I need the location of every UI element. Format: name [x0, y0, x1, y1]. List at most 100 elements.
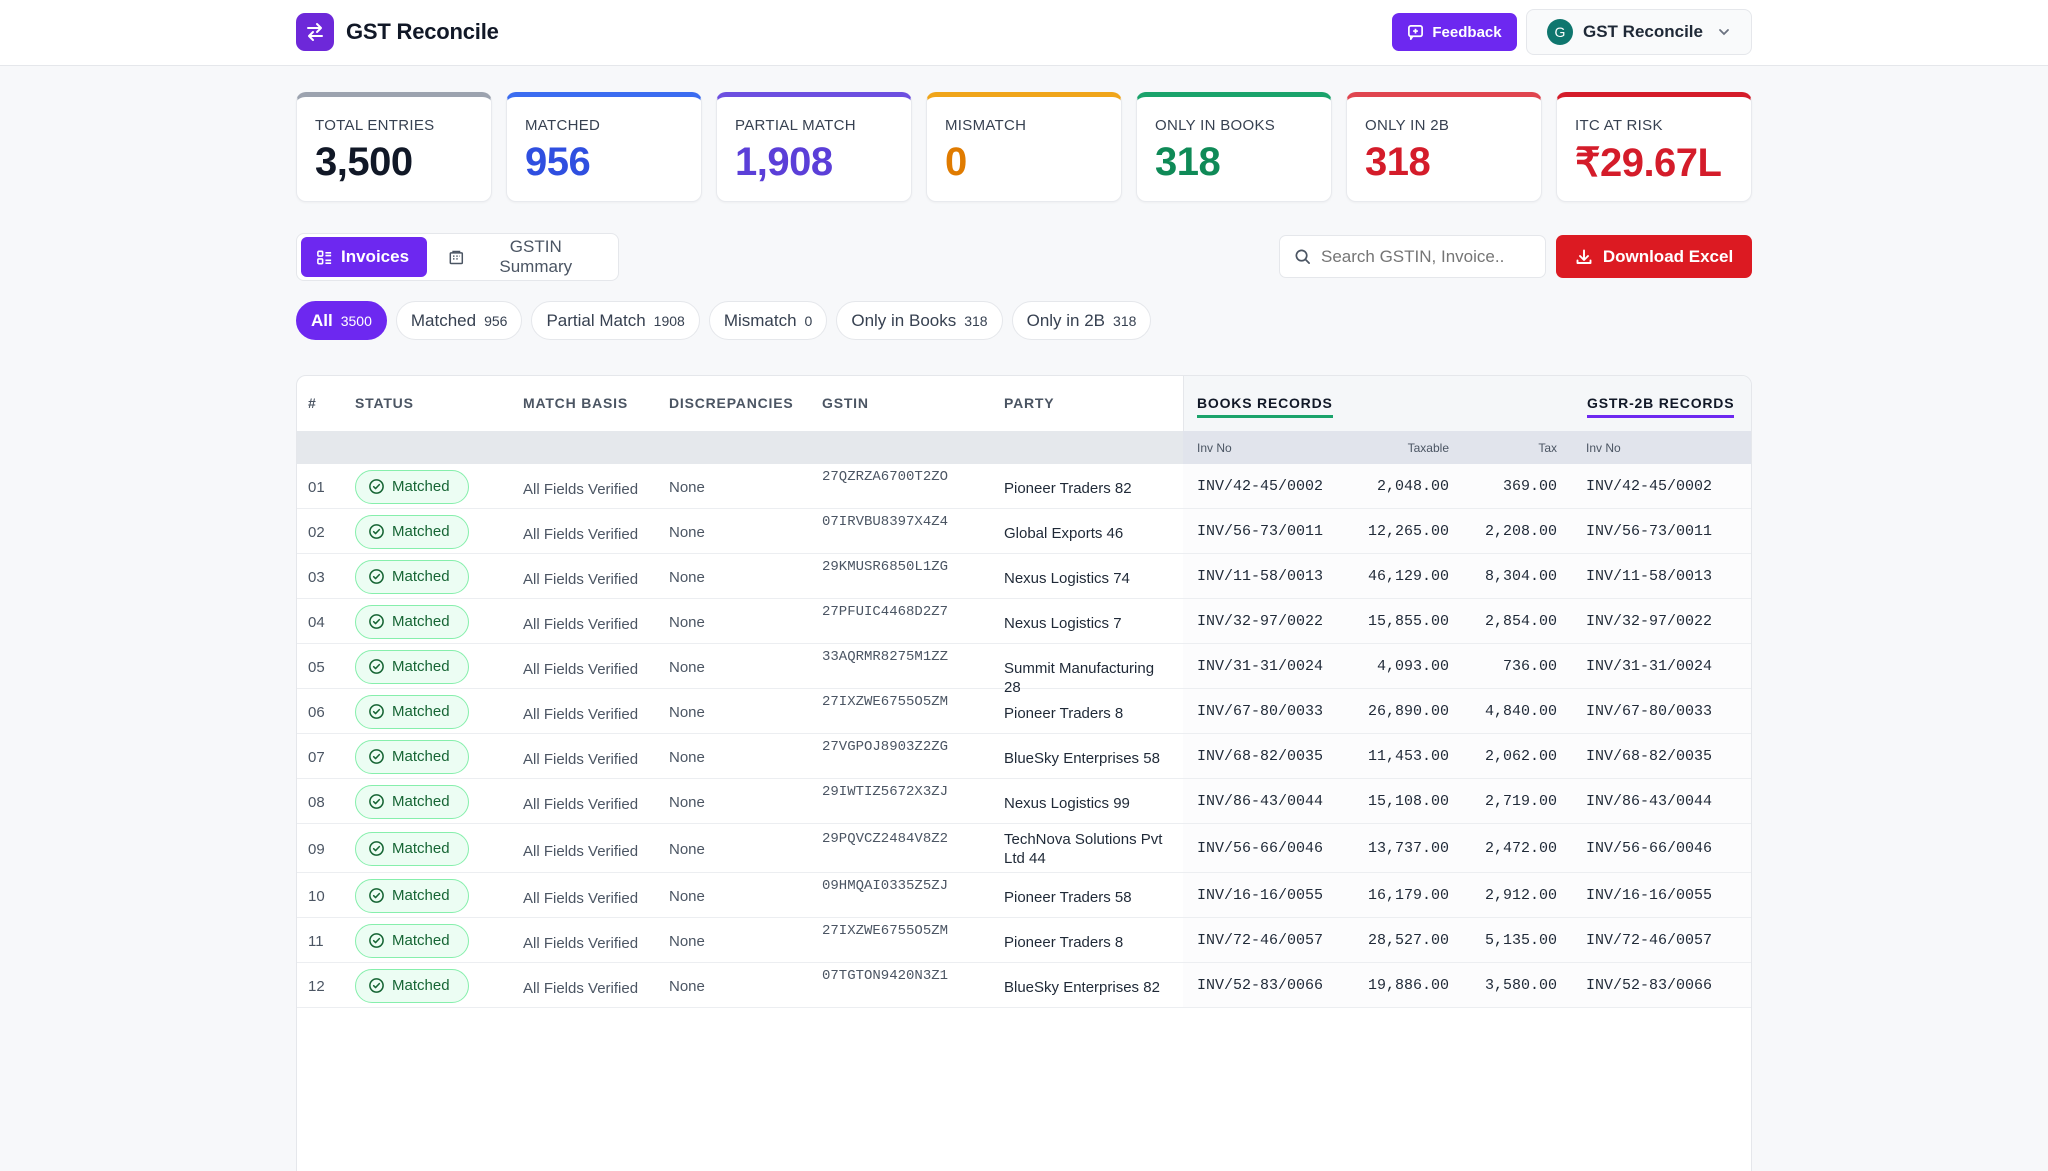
tab-invoices[interactable]: Invoices: [301, 237, 427, 277]
books-cell-bg: [1183, 824, 1751, 872]
download-excel-button[interactable]: Download Excel: [1556, 235, 1752, 278]
header-party[interactable]: PARTY: [1004, 395, 1055, 411]
tab-gstin-summary-label: GSTIN Summary: [499, 237, 573, 276]
stat-value: 318: [1365, 140, 1431, 184]
status-label: Matched: [392, 932, 450, 949]
match-basis: All Fields Verified: [523, 842, 639, 860]
stat-label: ONLY IN 2B: [1365, 117, 1450, 134]
search-box[interactable]: [1279, 235, 1546, 278]
party-name: Global Exports 46: [1004, 524, 1124, 542]
party-name: Pioneer Traders 8: [1004, 704, 1124, 722]
filter-chip[interactable]: Only in Books 318: [836, 301, 1003, 340]
table-row[interactable]: 04 Matched All Fields Verified None 27PFUIC4…: [297, 599, 1751, 644]
books-invoice-number: INV/56-66/0046: [1197, 839, 1324, 857]
table-row[interactable]: 03 Matched All Fields Verified None 29KMUSR6…: [297, 554, 1751, 599]
table-row[interactable]: 09 Matched All Fields Verified None 29PQVCZ2…: [297, 824, 1751, 873]
filter-chip-label: Only in 2B: [1026, 310, 1106, 330]
party-name: Nexus Logistics 74: [1004, 569, 1130, 587]
table-row[interactable]: 02 Matched All Fields Verified None 07IRVBU8…: [297, 509, 1751, 554]
books-tax: 4,840.00: [1484, 702, 1557, 720]
books-tax: 736.00: [1502, 657, 1557, 675]
avatar: G: [1547, 19, 1573, 45]
row-number: 04: [308, 613, 325, 631]
gstin: 29PQVCZ2484V8Z2: [822, 830, 949, 847]
stat-label: TOTAL ENTRIES: [315, 117, 435, 134]
stat-card: ITC AT RISK ₹29.67L: [1556, 92, 1752, 202]
gstr2b-invoice-number: INV/52-83/0066: [1586, 976, 1713, 994]
table-row[interactable]: 06 Matched All Fields Verified None 27IXZWE6…: [297, 689, 1751, 734]
books-cell-bg: [1183, 873, 1751, 917]
stat-card: MISMATCH 0: [926, 92, 1122, 202]
match-basis: All Fields Verified: [523, 750, 639, 768]
row-number: 09: [308, 840, 325, 858]
account-menu[interactable]: G GST Reconcile: [1526, 9, 1752, 55]
building-icon: [449, 250, 463, 264]
filter-chip[interactable]: Matched 956: [395, 301, 523, 340]
table-row[interactable]: 10 Matched All Fields Verified None 09HMQAI0…: [297, 873, 1751, 918]
discrepancies: None: [669, 748, 705, 766]
row-number: 02: [308, 523, 325, 541]
table-row[interactable]: 08 Matched All Fields Verified None 29IWTIZ5…: [297, 779, 1751, 824]
books-invoice-number: INV/52-83/0066: [1197, 976, 1324, 994]
header-match-basis[interactable]: MATCH BASIS: [523, 395, 628, 411]
status-badge: Matched: [355, 878, 469, 913]
match-basis: All Fields Verified: [523, 795, 639, 813]
header-gstr2b-records: GSTR-2B RECORDS: [1587, 395, 1735, 418]
gstin: 09HMQAI0335Z5ZJ: [822, 877, 949, 894]
filter-chip-count: 318: [964, 312, 988, 329]
stat-label: MISMATCH: [945, 117, 1027, 134]
feedback-label: Feedback: [1432, 23, 1502, 41]
tab-gstin-summary[interactable]: GSTIN Summary: [433, 237, 614, 277]
check-circle-icon: [369, 841, 384, 856]
list-icon: [317, 250, 332, 264]
header-status[interactable]: STATUS: [355, 395, 414, 411]
status-label: Matched: [392, 523, 450, 540]
party-name: Pioneer Traders 82: [1004, 479, 1132, 497]
books-cell-bg: [1183, 599, 1751, 643]
stat-label: MATCHED: [525, 117, 601, 134]
match-basis: All Fields Verified: [523, 660, 639, 678]
check-circle-icon: [369, 524, 384, 539]
feedback-button[interactable]: Feedback: [1392, 13, 1517, 51]
books-tax: 5,135.00: [1484, 931, 1557, 949]
status-label: Matched: [392, 977, 450, 994]
tab-invoices-label: Invoices: [341, 247, 410, 266]
books-tax: 2,719.00: [1484, 792, 1557, 810]
table-row[interactable]: 01 Matched All Fields Verified None 27QZRZA6…: [297, 464, 1751, 509]
table-row[interactable]: 11 Matched All Fields Verified None 27IXZWE6…: [297, 918, 1751, 963]
top-bar: GST Reconcile Feedback G GST Reconcile: [0, 0, 2048, 66]
discrepancies: None: [669, 793, 705, 811]
brand[interactable]: GST Reconcile: [296, 13, 499, 51]
books-taxable: 12,265.00: [1367, 522, 1449, 540]
row-number: 01: [308, 478, 325, 496]
gstr2b-invoice-number: INV/68-82/0035: [1586, 747, 1713, 765]
books-taxable: 26,890.00: [1367, 702, 1449, 720]
table-header: # STATUS MATCH BASIS DISCREPANCIES GSTIN…: [297, 376, 1751, 431]
books-tax: 2,208.00: [1484, 522, 1557, 540]
header-discrepancies[interactable]: DISCREPANCIES: [669, 395, 794, 411]
gstin: 07TGTON9420N3Z1: [822, 967, 949, 984]
filter-chip[interactable]: Partial Match 1908: [531, 301, 700, 340]
status-badge: Matched: [355, 694, 469, 729]
table-row[interactable]: 07 Matched All Fields Verified None 27VGPOJ8…: [297, 734, 1751, 779]
check-circle-icon: [369, 479, 384, 494]
filter-chip-label: Matched: [410, 310, 477, 330]
search-input[interactable]: [1321, 246, 1521, 267]
header-gstin[interactable]: GSTIN: [822, 395, 869, 411]
status-label: Matched: [392, 658, 450, 675]
filter-chip[interactable]: All 3500: [296, 301, 387, 340]
filter-chip[interactable]: Only in 2B 318: [1011, 301, 1152, 340]
status-label: Matched: [392, 703, 450, 720]
stat-label: PARTIAL MATCH: [735, 117, 856, 134]
books-cell-bg: [1183, 464, 1751, 508]
check-circle-icon: [369, 614, 384, 629]
table-row[interactable]: 05 Matched All Fields Verified None 33AQRMR8…: [297, 644, 1751, 696]
table-row[interactable]: 12 Matched All Fields Verified None 07TGTON9…: [297, 963, 1751, 1008]
subheader-books-inv: Inv No: [1197, 441, 1232, 455]
party-name: Pioneer Traders 58: [1004, 888, 1132, 906]
check-circle-icon: [369, 794, 384, 809]
filter-chip[interactable]: Mismatch 0: [708, 301, 828, 340]
status-label: Matched: [392, 568, 450, 585]
gstin: 29IWTIZ5672X3ZJ: [822, 783, 949, 800]
books-taxable: 2,048.00: [1376, 477, 1449, 495]
